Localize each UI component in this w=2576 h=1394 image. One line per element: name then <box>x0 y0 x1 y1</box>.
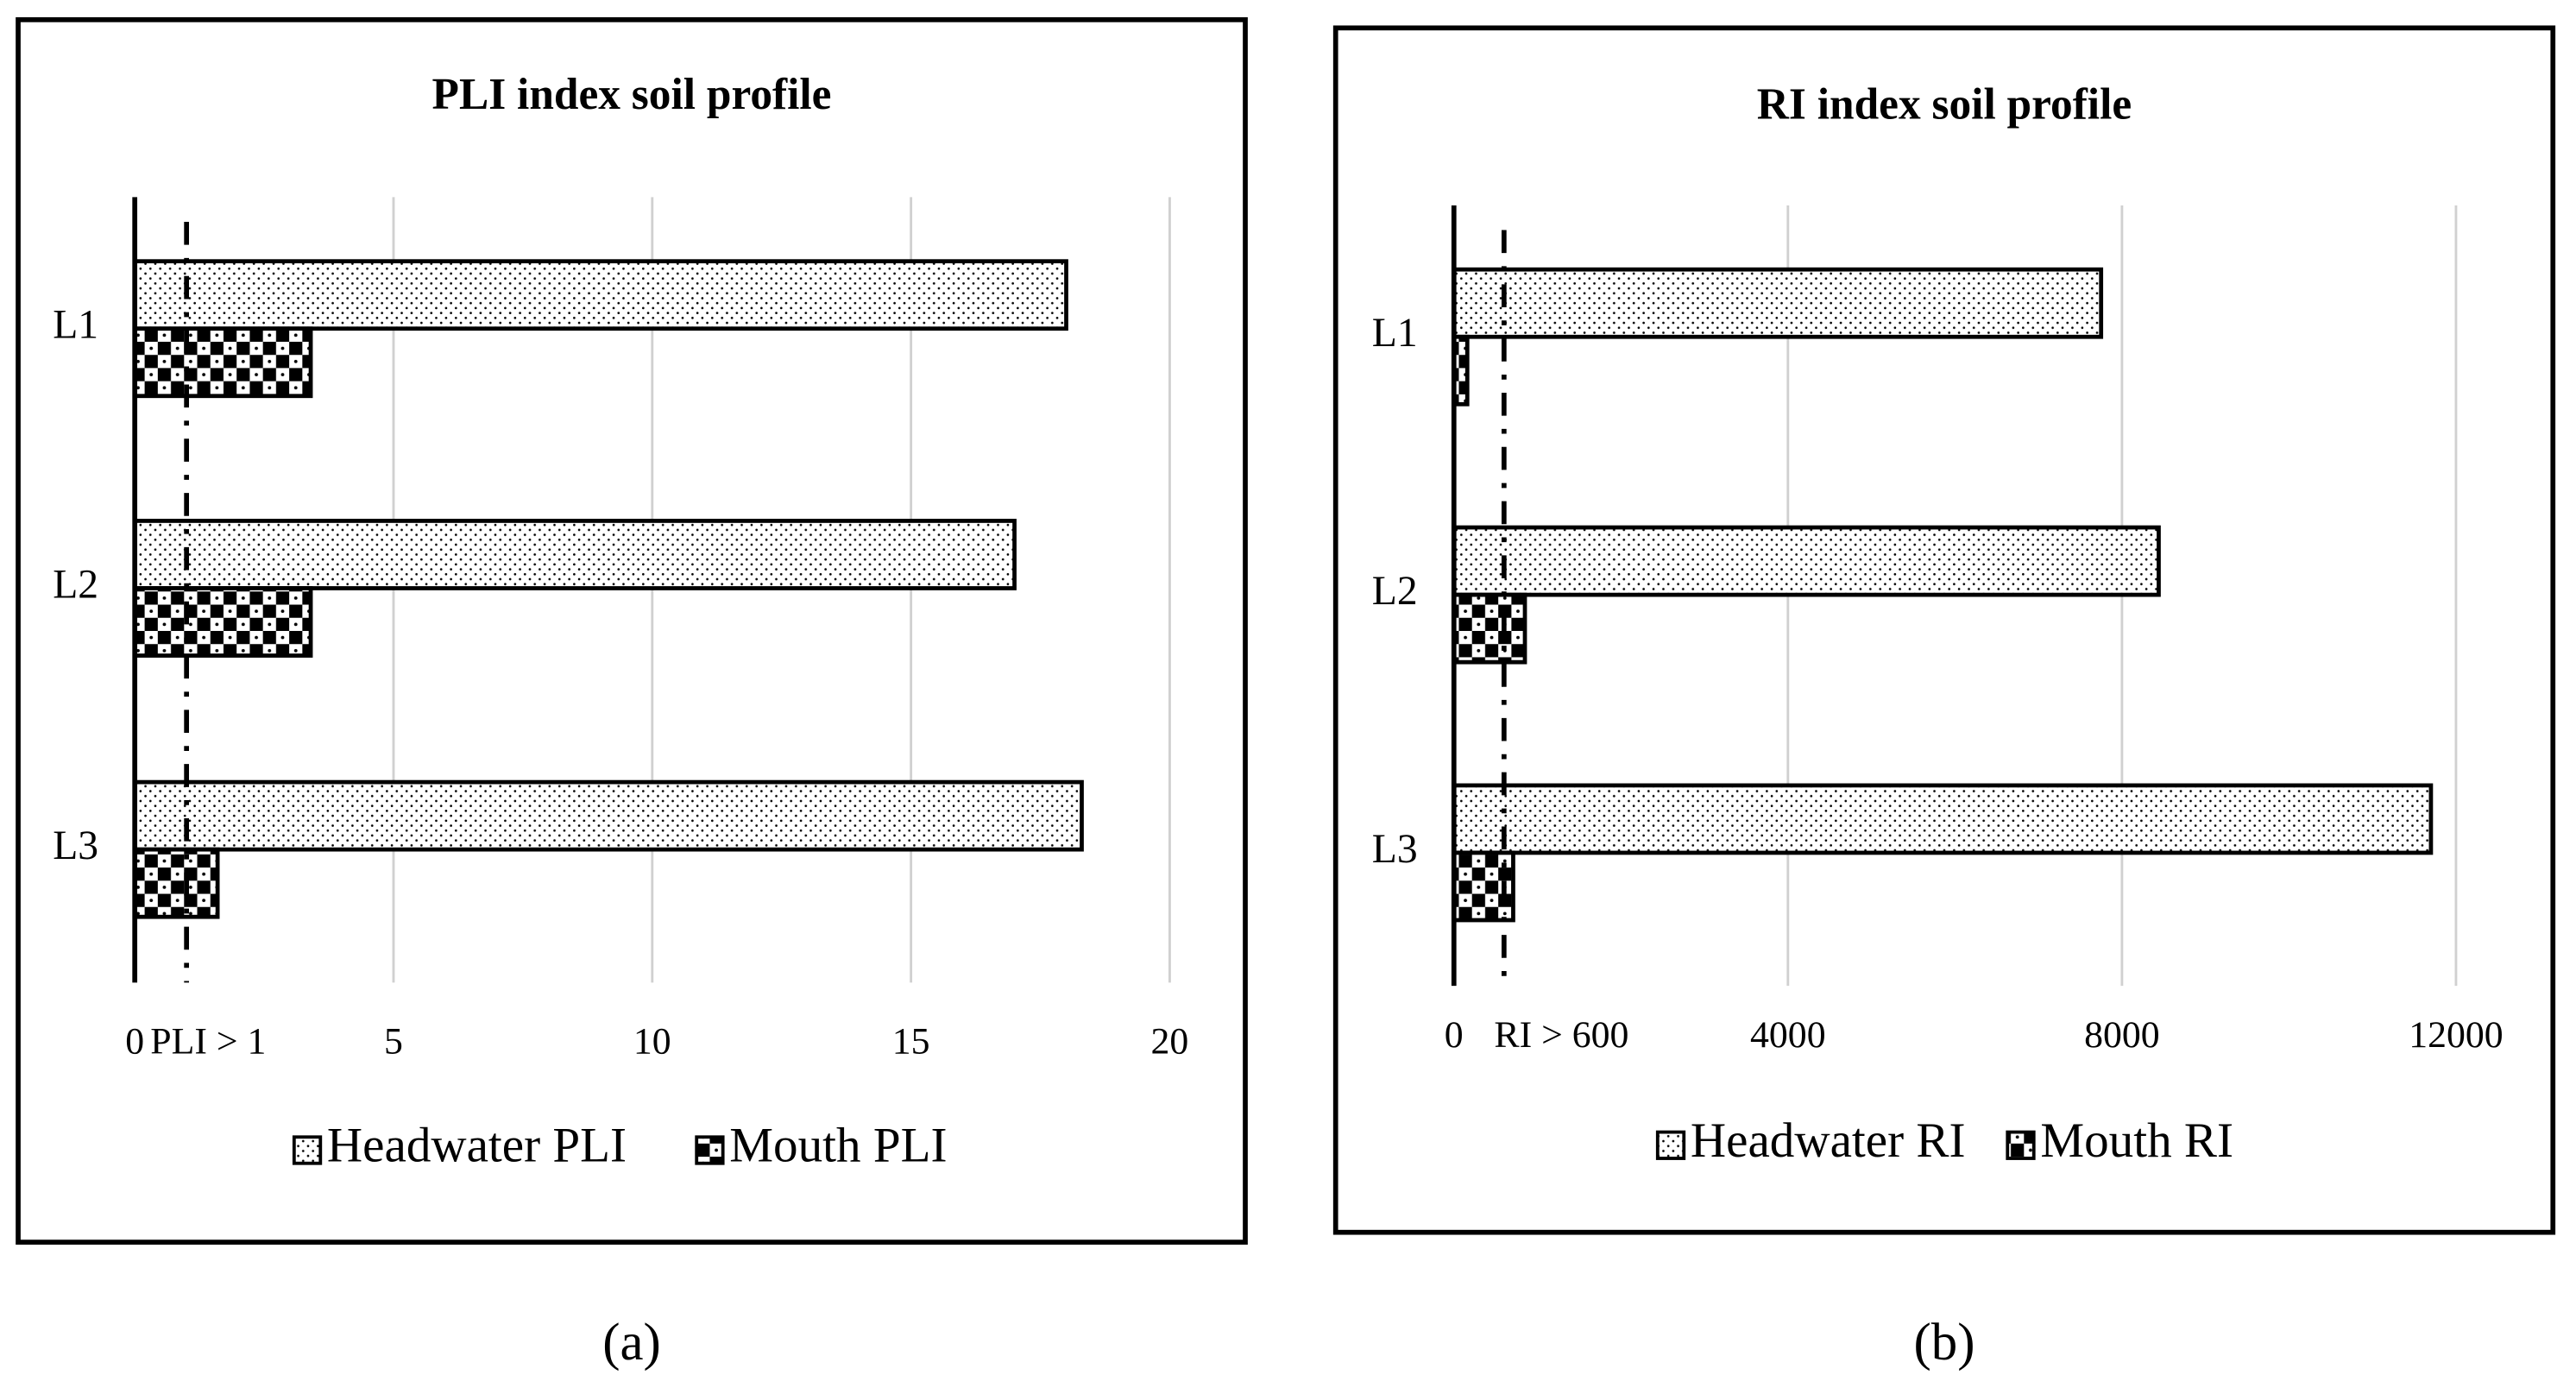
panel-frame <box>16 16 1248 1245</box>
caption: (b) <box>1913 1314 1975 1372</box>
x-tick-label: 8000 <box>2084 1014 2160 1056</box>
y-tick-label: L3 <box>53 823 98 868</box>
legend-label: Mouth PLI <box>729 1119 947 1173</box>
x-tick-label: 0 <box>1445 1014 1464 1056</box>
y-tick-label: L1 <box>1372 311 1418 356</box>
bar <box>132 259 1068 331</box>
legend-swatch <box>1655 1130 1686 1160</box>
panel-frame <box>1332 25 2556 1235</box>
threshold-label: RI > 600 <box>1494 1014 1628 1056</box>
x-tick-label: 20 <box>1151 1021 1189 1063</box>
bar <box>132 779 1084 852</box>
bar <box>1452 783 2434 855</box>
bar <box>132 326 313 399</box>
x-tick-label: 5 <box>384 1021 403 1063</box>
caption: (a) <box>602 1314 661 1372</box>
bar <box>132 847 220 919</box>
x-tick-label: 4000 <box>1750 1014 1826 1056</box>
x-tick-label: 0 <box>125 1021 144 1063</box>
threshold-label: PLI > 1 <box>150 1021 266 1063</box>
x-tick-label: 10 <box>633 1021 671 1063</box>
bar <box>132 586 313 658</box>
legend-label: Headwater PLI <box>327 1119 627 1173</box>
legend-label: Mouth RI <box>2040 1113 2233 1168</box>
chart-title: RI index soil profile <box>1757 79 2132 129</box>
chart-title: PLI index soil profile <box>432 70 832 119</box>
legend-swatch <box>292 1135 323 1165</box>
y-tick-label: L1 <box>53 303 98 348</box>
y-tick-label: L2 <box>1372 569 1418 614</box>
legend-swatch <box>2006 1130 2036 1160</box>
bar <box>1452 267 2104 339</box>
bar <box>132 519 1017 590</box>
x-tick-label: 12000 <box>2409 1014 2503 1056</box>
y-tick-label: L3 <box>1372 827 1418 872</box>
x-tick-label: 15 <box>892 1021 930 1063</box>
legend-swatch <box>695 1135 725 1165</box>
y-tick-label: L2 <box>53 562 98 607</box>
bar <box>1452 525 2161 597</box>
legend-label: Headwater RI <box>1691 1113 1966 1168</box>
bar <box>1452 592 1527 665</box>
